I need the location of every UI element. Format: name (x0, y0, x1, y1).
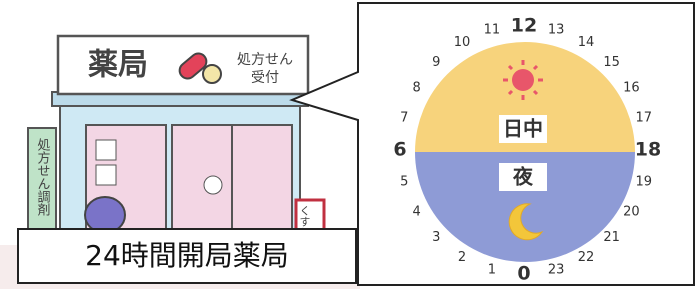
door-sign (96, 140, 116, 160)
hour-label: 19 (636, 175, 653, 190)
mascot (85, 197, 125, 233)
hour-label: 4 (412, 205, 420, 220)
hour-label: 14 (578, 35, 595, 50)
hour-label: 3 (432, 230, 440, 245)
hour-label: 13 (548, 23, 565, 38)
hour-label: 11 (484, 23, 501, 38)
hour-label: 17 (636, 110, 653, 125)
side-sign-text: 処方せん調剤 (35, 138, 51, 217)
day-label: 日中 (503, 117, 543, 141)
hour-label: 20 (623, 205, 640, 220)
hour-label: 10 (454, 35, 471, 50)
sign-text: 薬局 (88, 48, 148, 83)
hour-label: 7 (400, 110, 408, 125)
hour-label: 2 (458, 250, 466, 265)
hour-label: 18 (635, 139, 661, 161)
hour-label: 8 (412, 81, 420, 96)
night-label: 夜 (512, 165, 534, 189)
hour-label: 21 (603, 230, 620, 245)
hour-label: 16 (623, 81, 640, 96)
hour-label: 1 (488, 262, 496, 277)
sign-note: 処方せん (237, 52, 293, 68)
illustration: 薬局 処方せん 受付 処方せん調剤 くすり 24時間開局薬局 日中 夜 0123… (0, 0, 698, 289)
hour-label: 15 (603, 55, 620, 70)
hour-label: 12 (511, 15, 537, 37)
person (204, 176, 222, 194)
hour-label: 9 (432, 55, 440, 70)
hour-label: 22 (578, 250, 595, 265)
door-sign (96, 165, 116, 185)
caption: 24時間開局薬局 (85, 239, 289, 272)
sign-note: 受付 (251, 70, 279, 86)
hour-label: 6 (393, 139, 406, 161)
hour-label: 5 (400, 175, 408, 190)
hour-label: 0 (517, 263, 530, 285)
hour-label: 23 (548, 262, 565, 277)
